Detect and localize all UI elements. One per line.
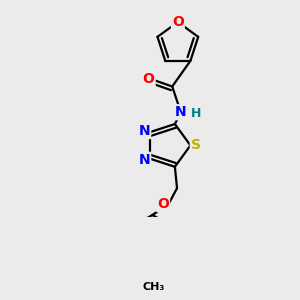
Text: CH₃: CH₃ (142, 282, 165, 292)
Text: N: N (175, 105, 187, 119)
Text: N: N (139, 153, 150, 167)
Text: S: S (191, 138, 201, 152)
Text: H: H (190, 107, 201, 120)
Text: O: O (172, 15, 184, 29)
Text: O: O (157, 197, 169, 211)
Text: N: N (139, 124, 150, 138)
Text: O: O (143, 72, 154, 86)
